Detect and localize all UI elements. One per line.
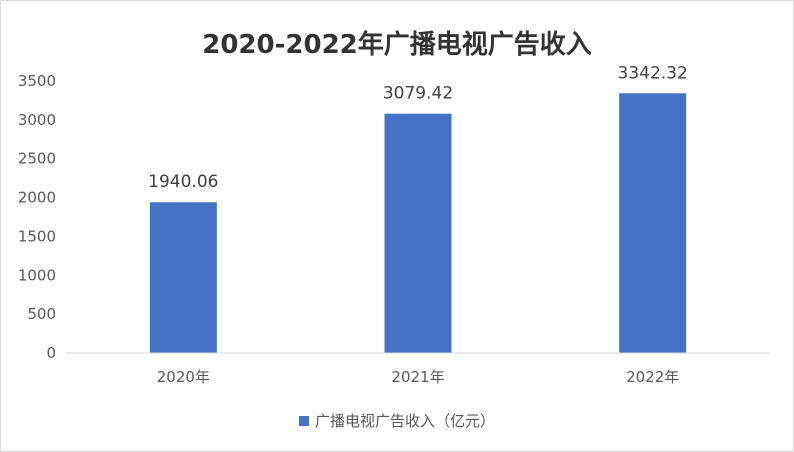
y-tick-label: 0	[46, 344, 56, 362]
legend-swatch	[298, 416, 309, 426]
y-axis-ticks: 0 500 1000 1500 2000 2500 3000 3500	[18, 72, 56, 362]
bar	[149, 202, 217, 353]
data-labels: 1940.06 3079.42 3342.32	[148, 63, 688, 192]
x-tick-label: 2020年	[157, 368, 210, 386]
bars	[149, 93, 687, 353]
legend: 广播电视广告收入（亿元）	[0, 410, 794, 431]
data-label: 3342.32	[618, 63, 688, 83]
x-tick-label: 2021年	[391, 368, 444, 386]
y-tick-label: 1500	[18, 227, 56, 245]
bar	[384, 113, 452, 353]
y-tick-label: 2000	[18, 189, 56, 207]
y-tick-label: 2500	[18, 150, 56, 168]
legend-label: 广播电视广告收入（亿元）	[314, 412, 495, 430]
data-label: 3079.42	[383, 84, 453, 104]
y-tick-label: 500	[27, 305, 56, 323]
y-tick-label: 3500	[18, 72, 56, 90]
x-axis-ticks: 2020年 2021年 2022年	[157, 368, 680, 386]
x-tick-label: 2022年	[626, 368, 679, 386]
chart-title: 2020-2022年广播电视广告收入	[202, 30, 592, 60]
data-label: 1940.06	[148, 172, 218, 192]
y-tick-label: 1000	[18, 266, 56, 284]
y-tick-label: 3000	[18, 111, 56, 129]
bar	[619, 93, 687, 353]
